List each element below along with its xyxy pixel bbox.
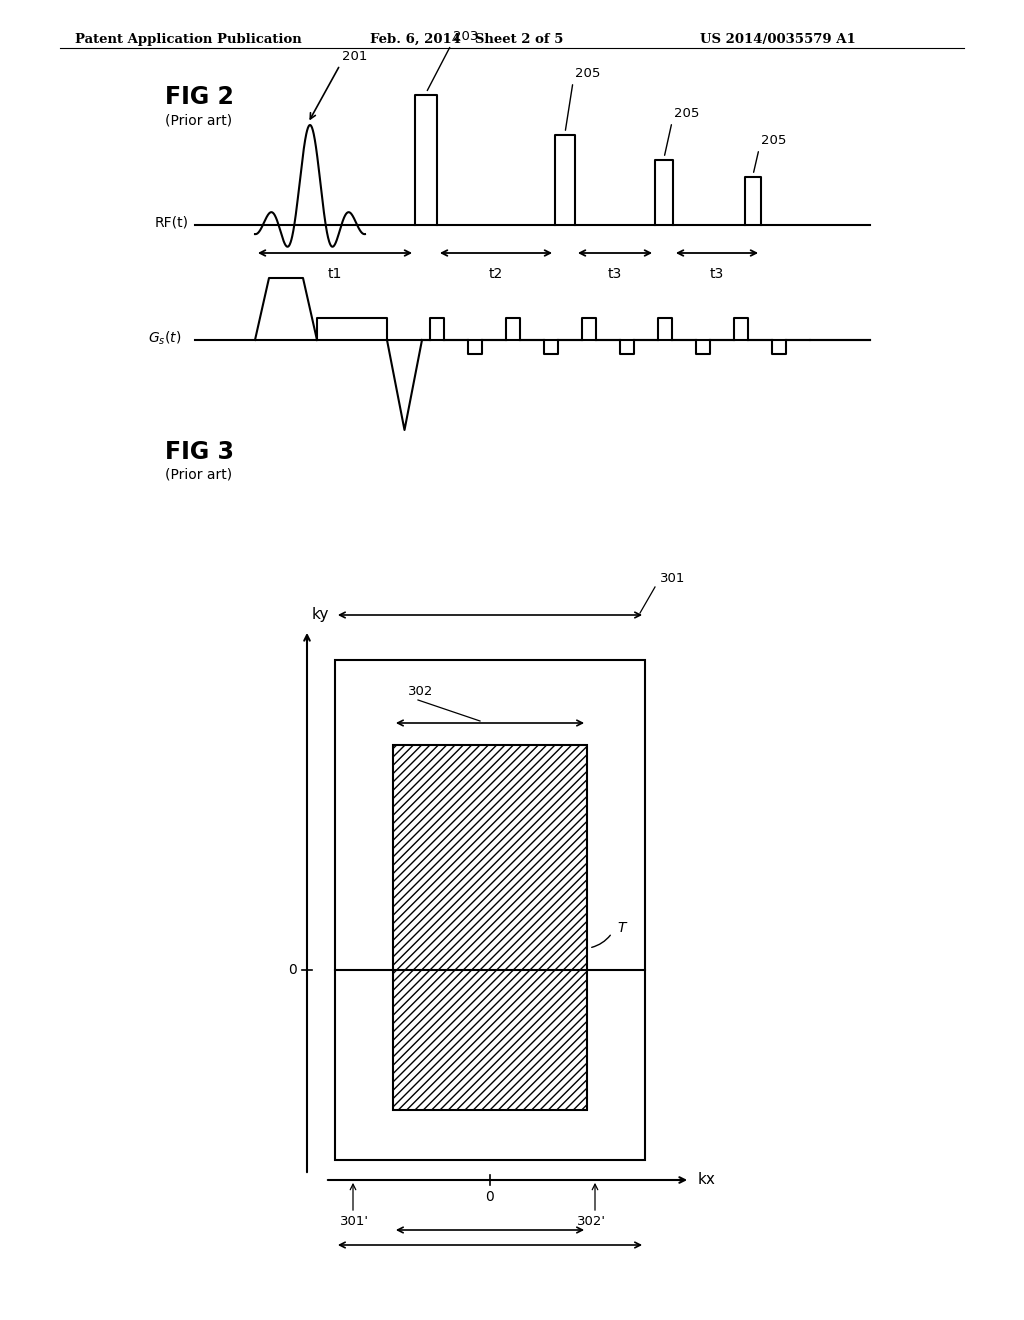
Text: t2: t2 <box>488 267 503 281</box>
Text: T: T <box>617 921 626 935</box>
Text: 205: 205 <box>575 67 600 81</box>
Text: 205: 205 <box>761 135 786 147</box>
Text: 0: 0 <box>485 1191 495 1204</box>
Text: t3: t3 <box>608 267 623 281</box>
Text: kx: kx <box>698 1172 716 1188</box>
Text: t3: t3 <box>710 267 724 281</box>
Text: (Prior art): (Prior art) <box>165 469 232 482</box>
Text: FIG 3: FIG 3 <box>165 440 234 465</box>
Text: 301': 301' <box>340 1214 369 1228</box>
Text: 301: 301 <box>660 572 685 585</box>
Text: 0: 0 <box>288 964 297 977</box>
Text: US 2014/0035579 A1: US 2014/0035579 A1 <box>700 33 856 46</box>
Text: Feb. 6, 2014   Sheet 2 of 5: Feb. 6, 2014 Sheet 2 of 5 <box>370 33 563 46</box>
Bar <box>393 744 587 1110</box>
Text: $G_s(t)$: $G_s(t)$ <box>148 329 181 347</box>
Text: t1: t1 <box>328 267 342 281</box>
Text: FIG 2: FIG 2 <box>165 84 233 110</box>
Text: RF(t): RF(t) <box>155 216 189 230</box>
Text: (Prior art): (Prior art) <box>165 114 232 127</box>
Text: 302': 302' <box>577 1214 606 1228</box>
Text: ky: ky <box>312 607 330 622</box>
Text: 203: 203 <box>453 30 478 44</box>
Text: 205: 205 <box>674 107 699 120</box>
Text: Patent Application Publication: Patent Application Publication <box>75 33 302 46</box>
Text: 302: 302 <box>408 685 433 698</box>
Text: 201: 201 <box>342 50 368 63</box>
Bar <box>335 660 645 1160</box>
